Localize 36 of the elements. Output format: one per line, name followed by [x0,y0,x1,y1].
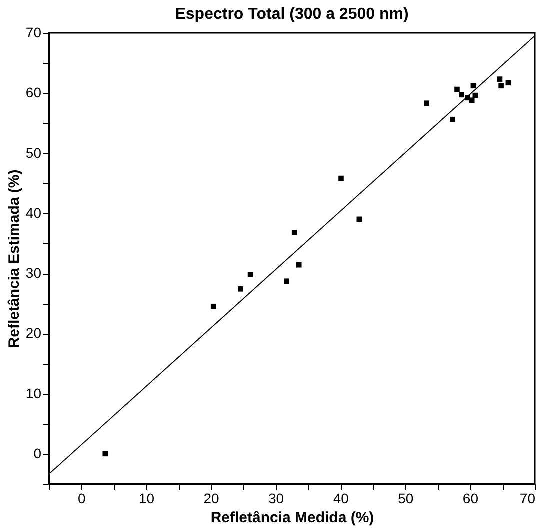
y-tick-label: 50 [26,144,42,161]
point [498,83,504,89]
point [356,216,362,222]
y-axis-title: Refletância Estimada (%) [6,170,23,348]
x-tick-label: 0 [78,490,86,506]
point [238,286,244,292]
point [284,278,290,284]
y-tick-label: 10 [26,385,42,402]
x-tick-label: 20 [204,490,220,506]
y-tick-label: 30 [26,265,42,282]
point [248,272,254,278]
x-tick-label: 30 [268,490,284,506]
point [472,92,478,98]
x-axis-title: Refletância Medida (%) [210,510,374,526]
point [497,76,503,82]
y-tick-label: 60 [26,84,42,101]
point [102,451,108,457]
point [338,176,344,182]
x-tick-label: 10 [138,490,155,506]
y-tick-label: 0 [34,445,42,462]
x-tick-label: 70 [520,490,536,506]
point [424,100,430,106]
x-tick-label: 40 [333,490,350,506]
point [454,86,460,92]
chart-title: Espectro Total (300 a 2500 nm) [175,6,409,23]
point [459,92,464,98]
x-tick-label: 60 [462,490,479,506]
x-tick-label: 50 [398,490,414,506]
point [470,98,475,103]
y-tick-label: 20 [26,325,42,342]
point [450,116,456,122]
point [210,304,216,310]
y-tick-label: 70 [26,24,42,40]
point [296,262,302,268]
y-tick-label: 40 [26,204,42,221]
point [292,230,298,236]
